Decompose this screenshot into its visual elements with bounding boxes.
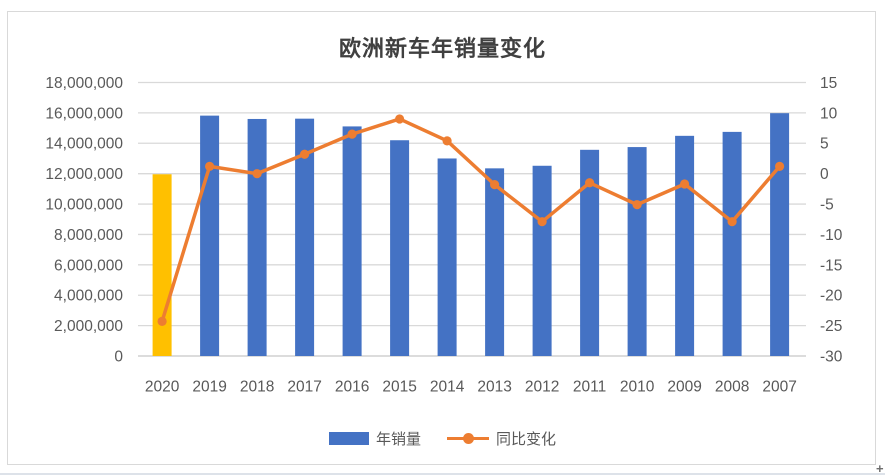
svg-text:2013: 2013 — [477, 378, 511, 395]
window-bottom-edge — [0, 473, 885, 475]
svg-text:2015: 2015 — [382, 378, 416, 395]
svg-text:10: 10 — [820, 105, 838, 122]
svg-text:18,000,000: 18,000,000 — [45, 75, 123, 92]
legend-label-sales: 年销量 — [375, 430, 421, 448]
svg-text:5: 5 — [820, 136, 829, 153]
svg-text:2020: 2020 — [145, 378, 180, 395]
svg-text:12,000,000: 12,000,000 — [45, 166, 123, 183]
svg-text:2014: 2014 — [430, 378, 465, 395]
svg-text:15: 15 — [820, 75, 837, 92]
legend-item-yoy[interactable]: 同比变化 — [447, 428, 556, 449]
chart-legend[interactable]: 年销量 同比变化 — [0, 428, 885, 448]
bar-series-swatch-icon — [328, 431, 369, 445]
svg-text:14,000,000: 14,000,000 — [45, 136, 123, 153]
svg-text:2019: 2019 — [192, 378, 226, 395]
svg-text:2016: 2016 — [335, 378, 369, 395]
svg-text:-25: -25 — [820, 318, 842, 335]
svg-text:-20: -20 — [820, 288, 843, 305]
legend-label-yoy: 同比变化 — [496, 430, 557, 448]
svg-text:6,000,000: 6,000,000 — [54, 257, 123, 274]
svg-text:16,000,000: 16,000,000 — [45, 105, 123, 122]
svg-text:-15: -15 — [820, 257, 842, 274]
svg-text:2008: 2008 — [715, 378, 749, 395]
svg-text:-10: -10 — [820, 227, 843, 244]
svg-text:0: 0 — [114, 348, 123, 365]
svg-text:10,000,000: 10,000,000 — [45, 196, 123, 213]
svg-text:2017: 2017 — [287, 378, 321, 395]
svg-text:0: 0 — [820, 166, 829, 183]
line-series-swatch-icon — [447, 432, 489, 444]
svg-text:-30: -30 — [820, 348, 843, 365]
svg-text:2011: 2011 — [573, 378, 606, 395]
svg-text:2018: 2018 — [240, 378, 274, 395]
svg-text:2009: 2009 — [667, 378, 701, 395]
svg-text:2012: 2012 — [525, 378, 559, 395]
svg-text:8,000,000: 8,000,000 — [54, 227, 123, 244]
legend-item-sales[interactable]: 年销量 — [328, 428, 421, 449]
svg-text:2,000,000: 2,000,000 — [54, 318, 123, 335]
svg-text:-5: -5 — [820, 196, 834, 213]
chart-title[interactable]: 欧洲新车年销量变化 — [338, 36, 546, 61]
svg-text:4,000,000: 4,000,000 — [54, 288, 123, 305]
svg-text:2010: 2010 — [620, 378, 655, 395]
svg-text:2007: 2007 — [762, 378, 796, 395]
plus-cursor-icon: + — [876, 461, 884, 476]
